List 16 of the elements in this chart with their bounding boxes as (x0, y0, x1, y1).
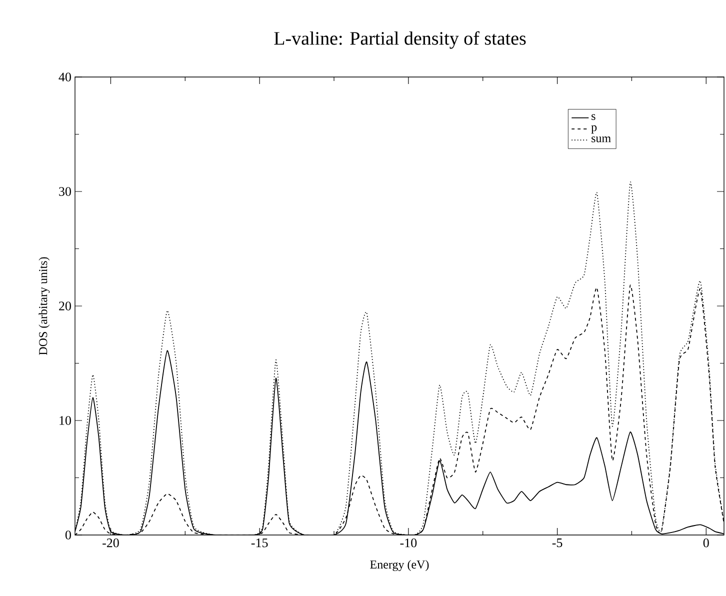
x-tick-label: -5 (552, 538, 562, 548)
x-tick-label: -10 (400, 538, 417, 548)
legend-label: s (592, 114, 596, 120)
legend-label: p (591, 125, 597, 134)
legend-label: sum (592, 136, 611, 142)
x-axis-title: Energy (eV) (370, 560, 429, 572)
y-tick-label: 0 (65, 530, 71, 540)
y-axis-title: DOS (arbitary units) (38, 257, 50, 355)
x-tick-label: -20 (102, 538, 119, 548)
y-tick-label: 40 (58, 72, 71, 82)
y-tick-label: 20 (59, 302, 71, 310)
x-tick-label: 0 (703, 538, 709, 548)
y-tick-label: 10 (60, 416, 71, 425)
y-tick-label: 30 (59, 187, 71, 196)
x-tick-label: -15 (251, 538, 268, 548)
chart-title: L-valine: Partial density of states (274, 31, 526, 49)
